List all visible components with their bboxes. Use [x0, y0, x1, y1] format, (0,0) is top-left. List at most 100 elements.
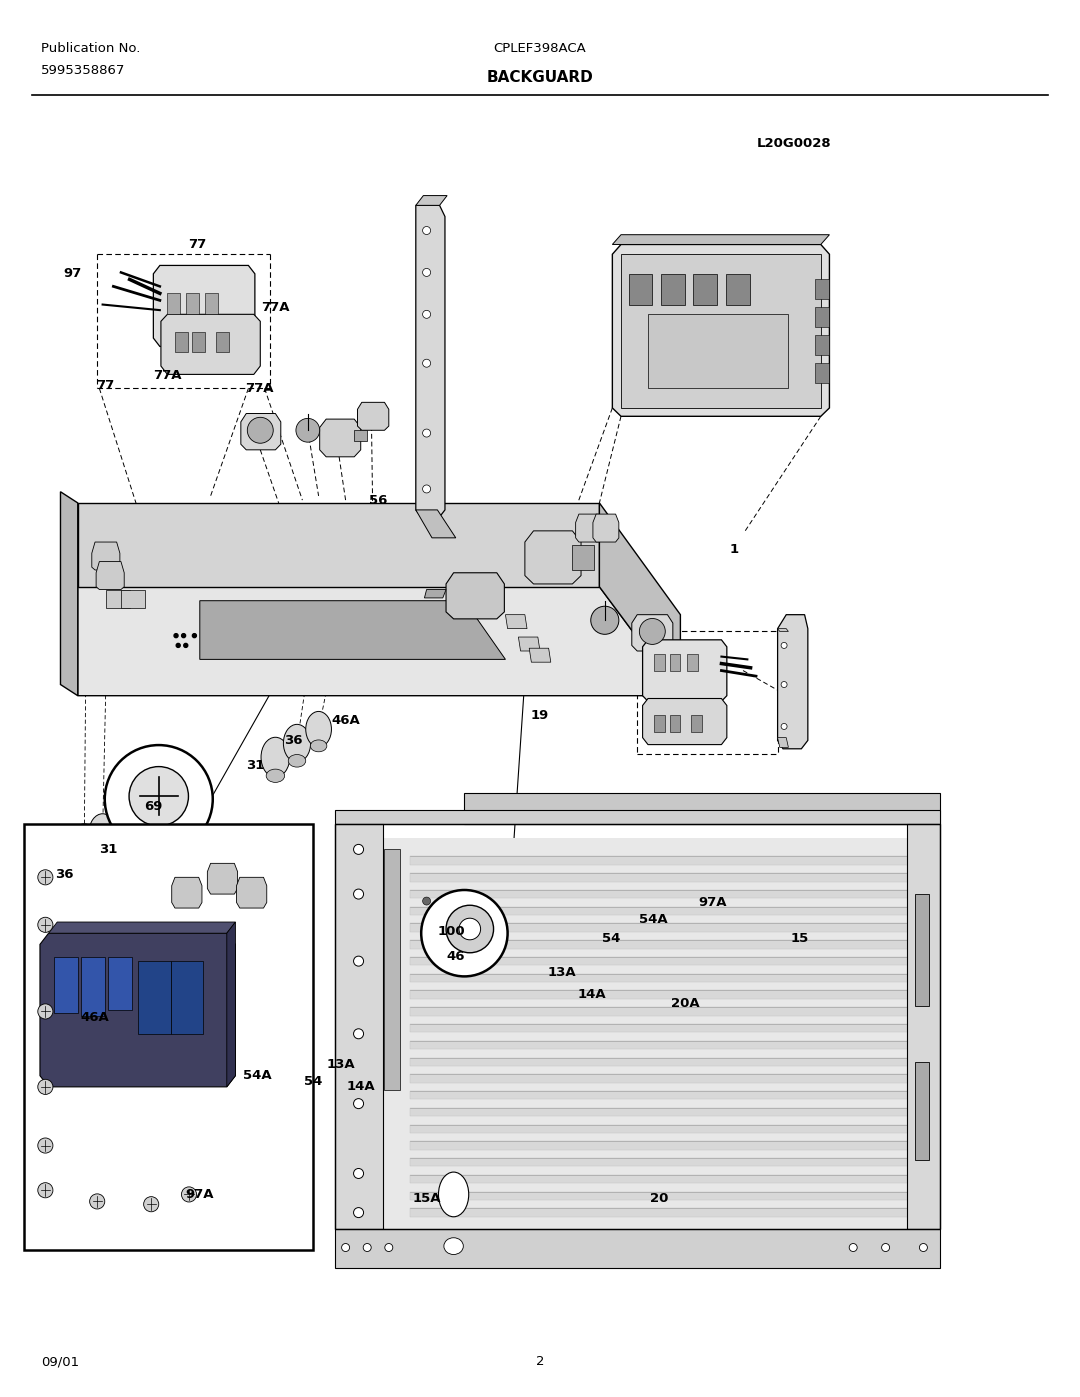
- Polygon shape: [505, 615, 527, 629]
- Polygon shape: [654, 715, 665, 732]
- Polygon shape: [915, 1062, 929, 1160]
- Text: 5995358867: 5995358867: [41, 64, 125, 77]
- Polygon shape: [237, 877, 267, 908]
- Polygon shape: [357, 402, 389, 430]
- Circle shape: [130, 767, 188, 826]
- Text: 69: 69: [144, 799, 163, 813]
- Ellipse shape: [57, 868, 77, 882]
- Polygon shape: [320, 419, 361, 457]
- Circle shape: [591, 606, 619, 634]
- Polygon shape: [525, 531, 581, 584]
- Polygon shape: [410, 957, 931, 965]
- Polygon shape: [40, 933, 235, 1087]
- Polygon shape: [227, 922, 235, 1087]
- Text: Publication No.: Publication No.: [41, 42, 140, 54]
- Polygon shape: [410, 1125, 931, 1133]
- Polygon shape: [648, 314, 788, 388]
- Polygon shape: [612, 244, 829, 416]
- Text: 14A: 14A: [578, 988, 606, 1002]
- Polygon shape: [424, 590, 446, 598]
- Text: 31: 31: [245, 759, 265, 773]
- Circle shape: [422, 485, 431, 493]
- Polygon shape: [410, 1192, 931, 1200]
- Ellipse shape: [261, 738, 289, 777]
- Circle shape: [639, 619, 665, 644]
- Text: 46A: 46A: [332, 714, 360, 728]
- Text: 31: 31: [98, 842, 118, 856]
- Circle shape: [184, 644, 188, 647]
- Polygon shape: [654, 654, 665, 671]
- Polygon shape: [410, 1158, 931, 1166]
- Text: 1: 1: [730, 542, 739, 556]
- Polygon shape: [205, 293, 218, 314]
- Circle shape: [341, 1243, 350, 1252]
- Circle shape: [353, 956, 364, 967]
- Circle shape: [781, 724, 787, 729]
- Text: BACKGUARD: BACKGUARD: [487, 70, 593, 85]
- Polygon shape: [216, 332, 229, 352]
- Text: 14A: 14A: [347, 1080, 375, 1094]
- Polygon shape: [529, 648, 551, 662]
- Polygon shape: [92, 542, 120, 570]
- Circle shape: [353, 1098, 364, 1109]
- Circle shape: [353, 1028, 364, 1039]
- Polygon shape: [629, 274, 652, 305]
- Circle shape: [38, 1080, 53, 1094]
- Circle shape: [421, 890, 508, 977]
- Text: 46: 46: [446, 950, 465, 964]
- Circle shape: [296, 418, 320, 443]
- Text: 77A: 77A: [153, 369, 181, 383]
- Text: 54A: 54A: [639, 912, 667, 926]
- Polygon shape: [335, 1229, 940, 1268]
- Circle shape: [422, 897, 431, 905]
- Polygon shape: [78, 503, 599, 587]
- Ellipse shape: [310, 740, 327, 752]
- Circle shape: [384, 1243, 393, 1252]
- Text: 13A: 13A: [327, 1058, 355, 1071]
- Text: 77: 77: [189, 237, 206, 251]
- Polygon shape: [416, 196, 447, 205]
- Polygon shape: [410, 974, 931, 982]
- Polygon shape: [410, 1074, 931, 1083]
- Polygon shape: [691, 715, 702, 732]
- Circle shape: [422, 268, 431, 277]
- Text: L20G0028: L20G0028: [757, 137, 832, 151]
- Polygon shape: [241, 414, 281, 450]
- Polygon shape: [907, 824, 940, 1229]
- Polygon shape: [410, 1058, 931, 1066]
- Polygon shape: [410, 1091, 931, 1099]
- Polygon shape: [410, 1175, 931, 1183]
- Text: 2: 2: [536, 1355, 544, 1368]
- Circle shape: [38, 1139, 53, 1153]
- Polygon shape: [778, 629, 788, 631]
- Text: 100: 100: [437, 925, 465, 939]
- Circle shape: [353, 888, 364, 900]
- Text: 36: 36: [284, 733, 303, 747]
- Text: 15: 15: [791, 932, 808, 946]
- Polygon shape: [815, 335, 829, 355]
- Polygon shape: [693, 274, 717, 305]
- Circle shape: [90, 1194, 105, 1208]
- Circle shape: [781, 682, 787, 687]
- Polygon shape: [593, 514, 619, 542]
- Circle shape: [38, 1004, 53, 1018]
- Polygon shape: [446, 573, 504, 619]
- Text: 15A: 15A: [413, 1192, 441, 1206]
- Circle shape: [459, 918, 481, 940]
- Polygon shape: [200, 601, 505, 659]
- Text: 77A: 77A: [261, 300, 289, 314]
- Ellipse shape: [306, 711, 332, 747]
- Text: CPLEF398ACA: CPLEF398ACA: [494, 42, 586, 54]
- Circle shape: [174, 634, 178, 637]
- Polygon shape: [121, 590, 145, 608]
- Polygon shape: [726, 274, 750, 305]
- Polygon shape: [175, 332, 188, 352]
- Circle shape: [919, 1243, 928, 1252]
- Text: 36: 36: [55, 868, 75, 882]
- Circle shape: [422, 429, 431, 437]
- Polygon shape: [335, 810, 940, 824]
- Polygon shape: [153, 265, 255, 346]
- Circle shape: [176, 644, 180, 647]
- Polygon shape: [643, 640, 727, 701]
- Text: 19: 19: [531, 708, 549, 722]
